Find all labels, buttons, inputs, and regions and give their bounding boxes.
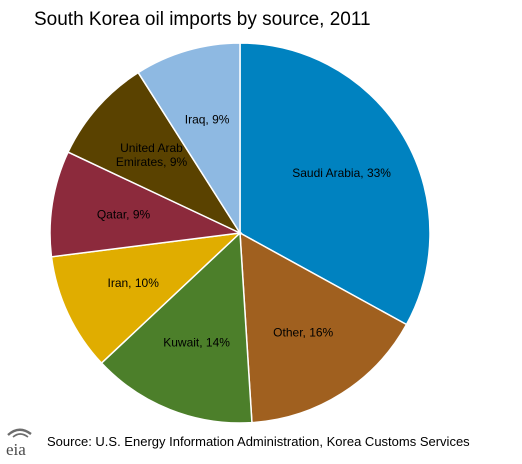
pie-slice-5 bbox=[67, 71, 243, 235]
chart-title: South Korea oil imports by source, 2011 bbox=[34, 9, 371, 30]
footer: eia Source: U.S. Energy Information Admi… bbox=[0, 426, 522, 464]
pie-slice-2 bbox=[100, 231, 253, 424]
slice-label-2: Kuwait, 14% bbox=[163, 336, 230, 350]
source-note: Source: U.S. Energy Information Administ… bbox=[47, 434, 470, 449]
slice-label-5: United Arab Emirates, 9% bbox=[116, 141, 188, 169]
pie-slice-1 bbox=[239, 231, 408, 424]
slice-label-1: Other, 16% bbox=[273, 326, 333, 340]
slice-label-4: Qatar, 9% bbox=[97, 208, 151, 222]
eia-logo: eia bbox=[6, 428, 32, 459]
eia-logo-text: eia bbox=[6, 440, 26, 459]
slice-label-6: Iraq, 9% bbox=[185, 113, 230, 127]
pie-slice-6 bbox=[137, 42, 241, 236]
pie-slice-4 bbox=[49, 151, 243, 258]
pie-slice-0 bbox=[239, 42, 431, 326]
pie-slice-3 bbox=[50, 231, 243, 365]
slice-label-0: Saudi Arabia, 33% bbox=[292, 166, 391, 180]
slice-label-3: Iran, 10% bbox=[108, 276, 160, 290]
